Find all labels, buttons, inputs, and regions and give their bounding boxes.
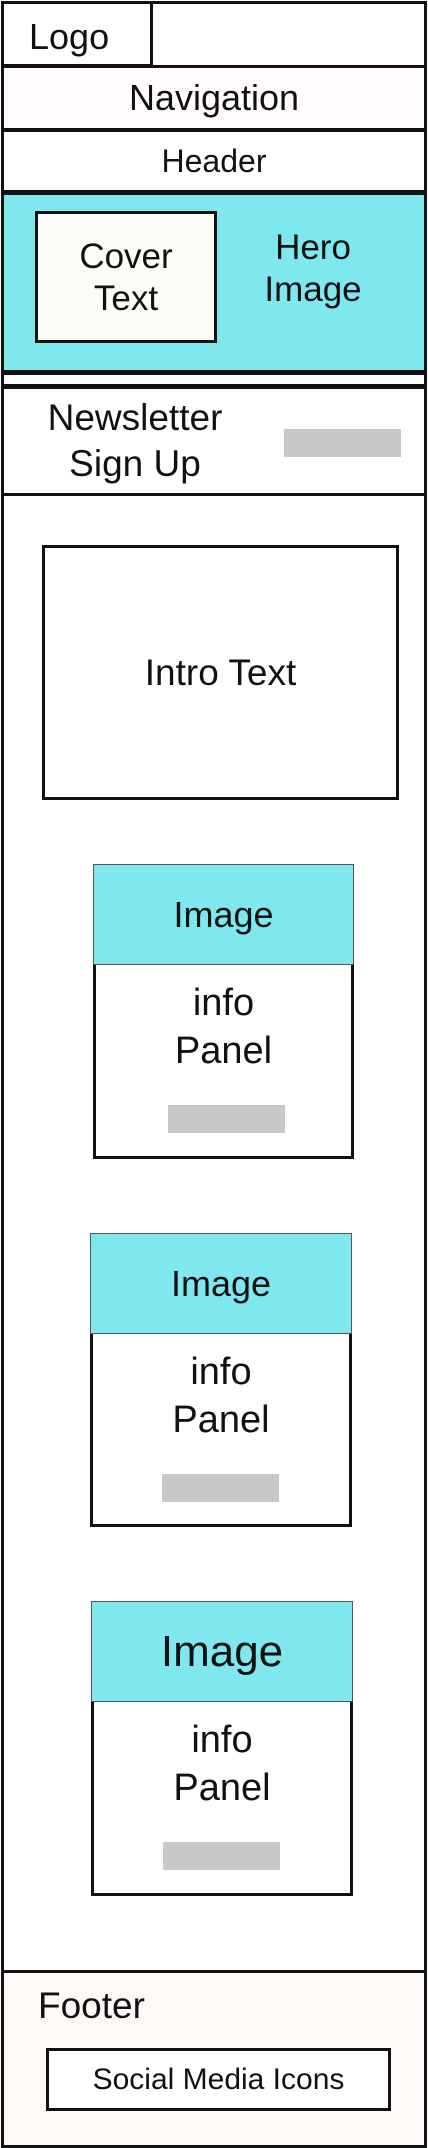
info-card: Image info Panel xyxy=(90,1233,352,1527)
cover-text-box: Cover Text xyxy=(35,211,217,343)
card-button[interactable] xyxy=(168,1105,285,1133)
card-button[interactable] xyxy=(162,1474,279,1502)
hero-section: Cover Text Hero Image xyxy=(1,192,427,373)
card-button[interactable] xyxy=(163,1842,280,1870)
intro-text-box: Intro Text xyxy=(42,545,399,800)
hero-image-label: Hero Image xyxy=(264,228,362,309)
navigation-bar[interactable]: Navigation xyxy=(1,65,427,131)
card-info-panel: info Panel xyxy=(172,1351,270,1441)
newsletter-label: Newsletter Sign Up xyxy=(47,397,223,484)
header: Header xyxy=(1,129,427,193)
social-media-icons[interactable]: Social Media Icons xyxy=(46,2048,391,2111)
card-image: Image xyxy=(93,864,354,965)
info-card: Image info Panel xyxy=(91,1601,353,1896)
card-info-panel: info Panel xyxy=(173,1719,271,1809)
card-image: Image xyxy=(90,1233,352,1334)
newsletter-section: Newsletter Sign Up xyxy=(1,386,427,496)
divider-band xyxy=(1,372,427,387)
card-info-panel: info Panel xyxy=(174,982,273,1072)
footer-label: Footer xyxy=(38,1985,145,2026)
info-card: Image info Panel xyxy=(93,864,354,1159)
card-image: Image xyxy=(91,1601,353,1702)
footer: Footer Social Media Icons xyxy=(1,1970,427,2148)
newsletter-signup-button[interactable] xyxy=(284,429,401,457)
logo[interactable]: Logo xyxy=(1,1,153,67)
